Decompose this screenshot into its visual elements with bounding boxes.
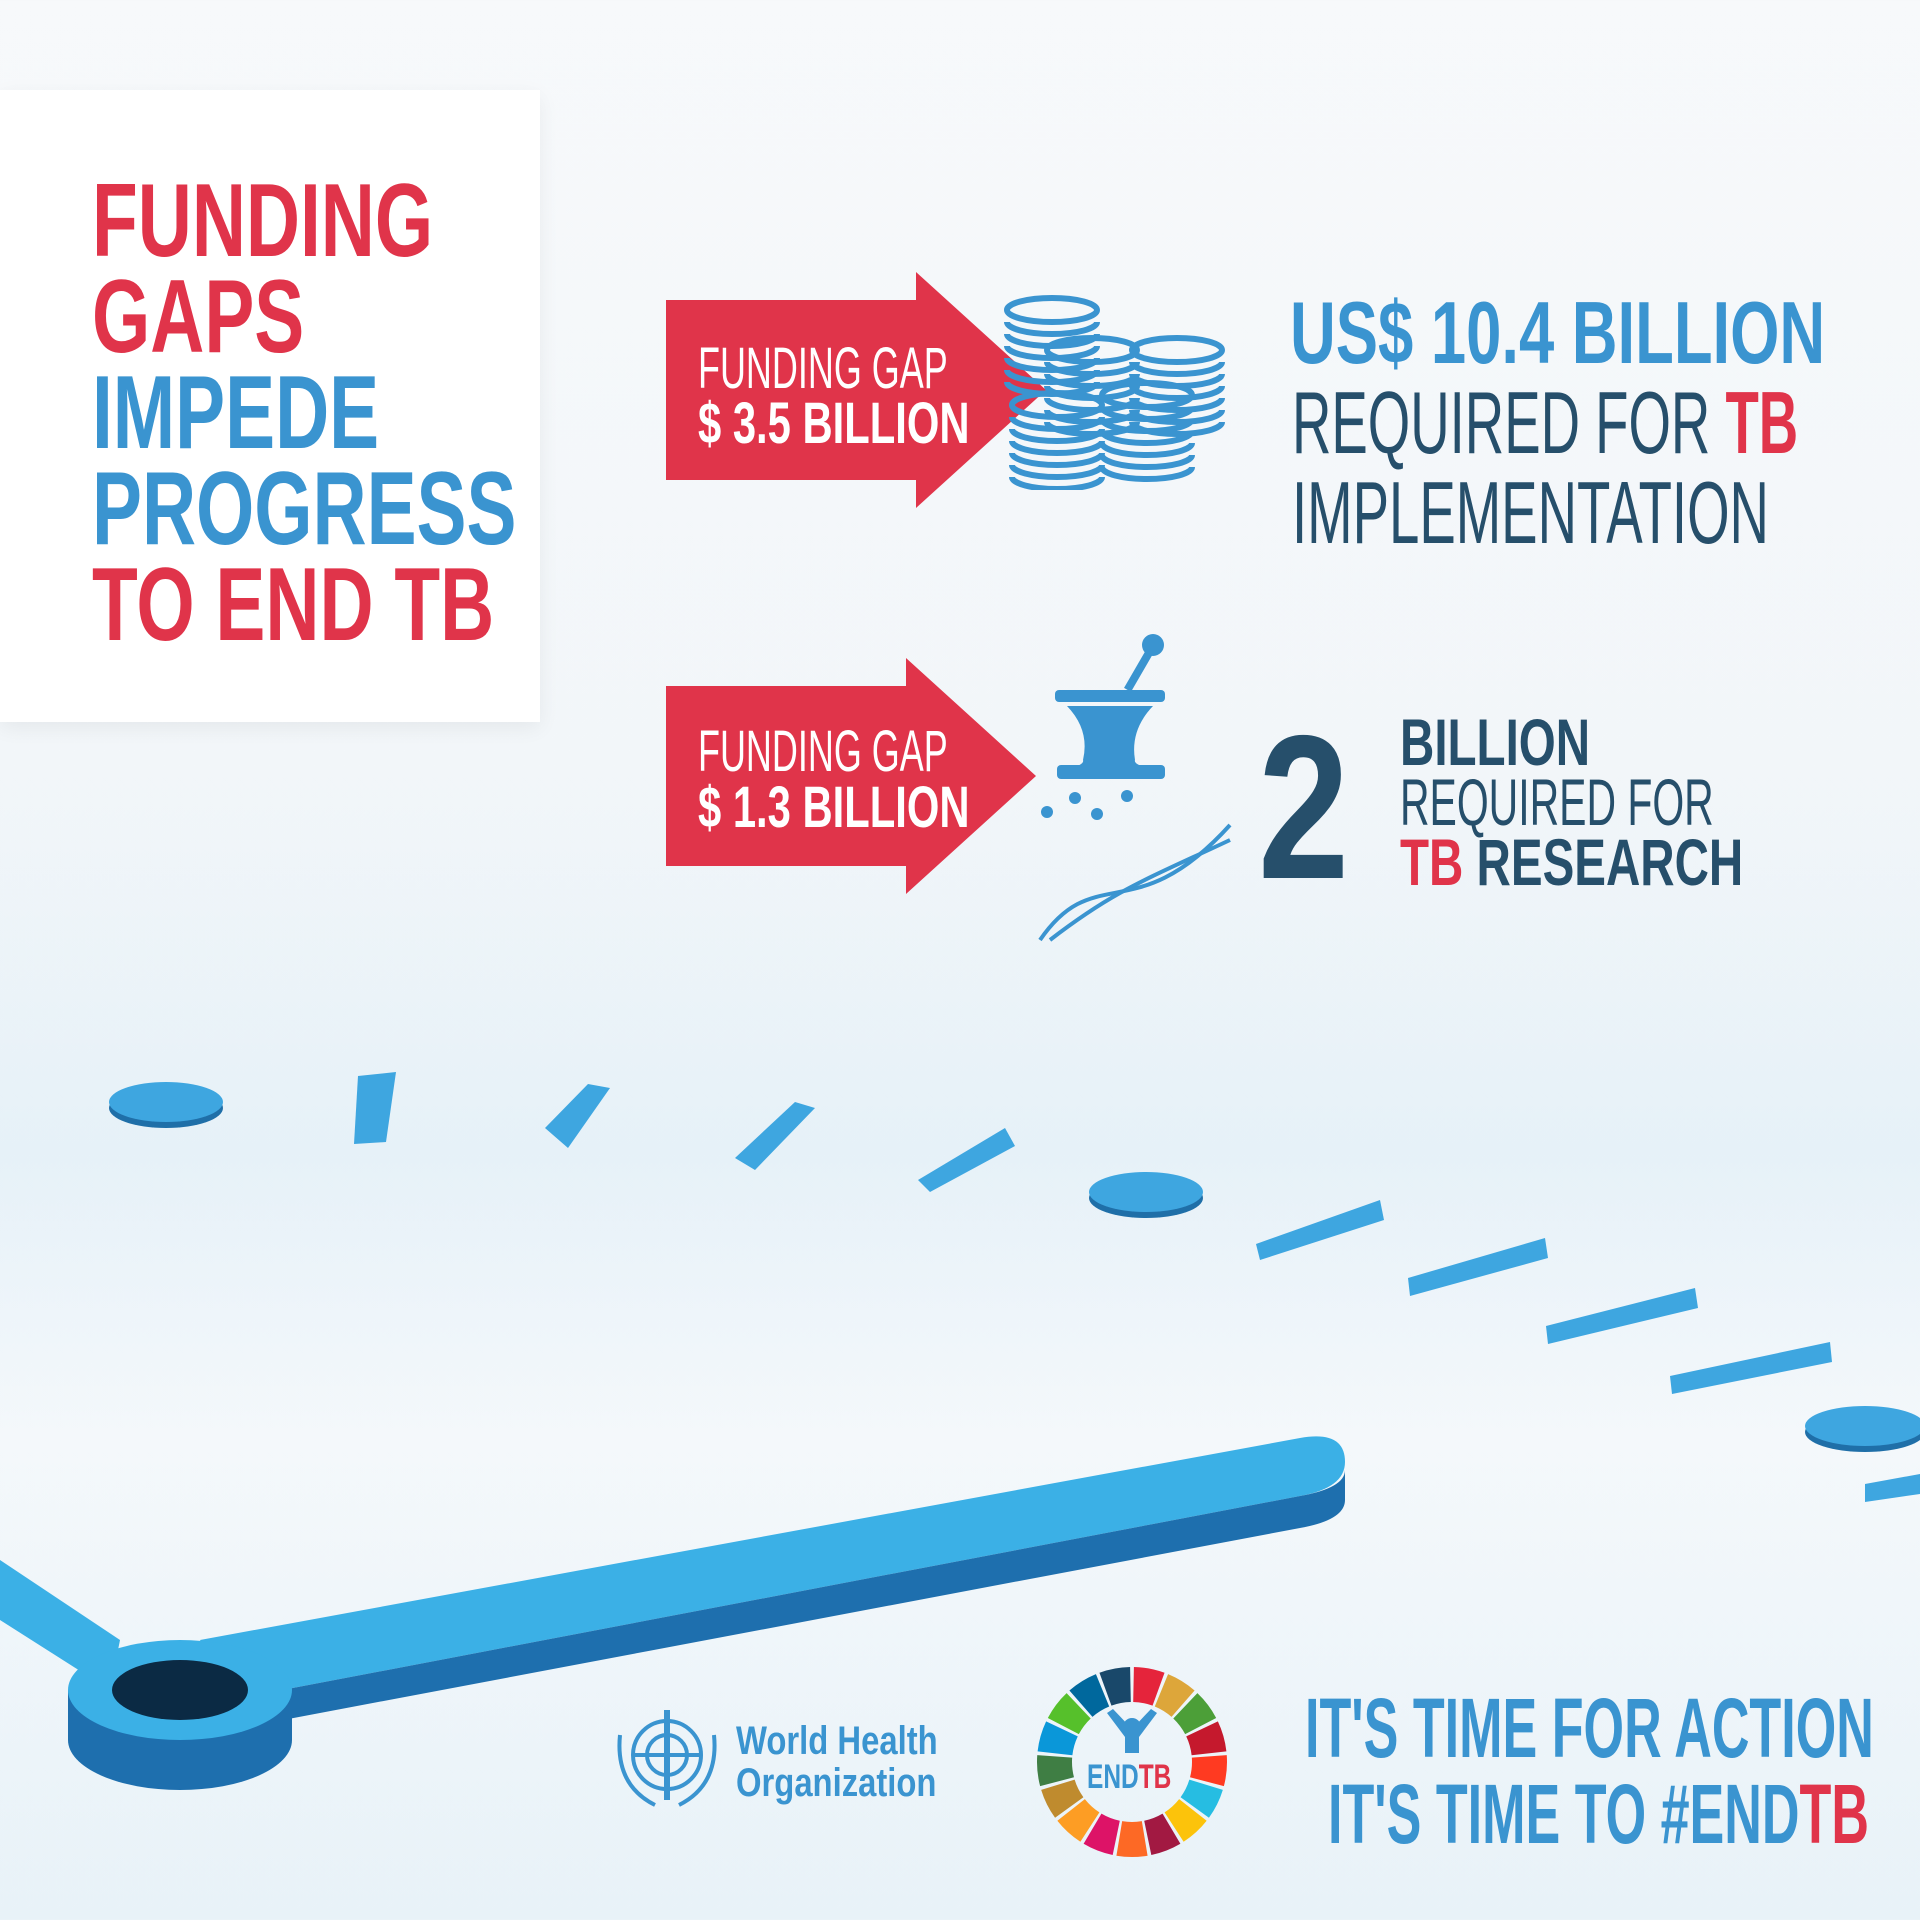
sdg-ring-segment xyxy=(1037,1755,1074,1787)
funding-gap-arrow xyxy=(666,658,1036,894)
sdg-ring-segment xyxy=(1057,1799,1100,1842)
sdg-ring-segment xyxy=(1180,1779,1223,1818)
required-purpose: IMPLEMENTATION xyxy=(1292,463,1769,562)
funding-gap-arrow xyxy=(666,272,1046,508)
who-logo-text: World Health Organization xyxy=(736,1719,938,1805)
sdg-ring-segment xyxy=(1133,1667,1165,1706)
sdg-ring-segment xyxy=(1041,1779,1084,1818)
sdg-ring-segment xyxy=(1164,1799,1207,1842)
sdg-ring-segment xyxy=(1037,1721,1078,1756)
research-unit: BILLION xyxy=(1400,705,1591,779)
gap-amount: $ 3.5 BILLION xyxy=(698,391,970,456)
endtb-logo-text: ENDTB xyxy=(1087,1758,1172,1796)
research-number: 2 xyxy=(1258,693,1350,922)
mortar-pestle-dna-icon xyxy=(1038,634,1232,942)
sdg-ring-segment xyxy=(1190,1755,1227,1787)
research-purpose: TB RESEARCH xyxy=(1400,825,1744,899)
gap-amount: $ 1.3 BILLION xyxy=(698,775,970,840)
sdg-ring-segment xyxy=(1116,1821,1148,1857)
headline-panel: FUNDING GAPS IMPEDE PROGRESS TO END TB xyxy=(0,90,540,722)
headline-line: IMPEDE xyxy=(92,355,380,471)
sdg-ring-segment xyxy=(1154,1674,1195,1717)
headline-line: PROGRESS xyxy=(92,451,517,567)
sdg-ring-segment xyxy=(1173,1693,1217,1735)
who-emblem-icon xyxy=(617,1710,717,1807)
sdg-ring-segment xyxy=(1144,1813,1181,1856)
headline-line: TO END TB xyxy=(92,547,495,663)
footer-line-1: IT'S TIME FOR ACTION xyxy=(1305,1681,1874,1775)
endtb-sdg-ring-logo xyxy=(1037,1667,1227,1857)
gap-label: FUNDING GAP xyxy=(698,336,948,401)
required-amount: US$ 10.4 BILLION xyxy=(1290,283,1826,382)
sdg-ring-segment xyxy=(1069,1674,1110,1717)
person-icon xyxy=(1107,1709,1157,1753)
coin-stacks-icon xyxy=(1004,295,1225,490)
required-text: REQUIRED FOR TB xyxy=(1292,373,1799,472)
headline-line: GAPS xyxy=(92,259,305,375)
sdg-ring-segment xyxy=(1047,1693,1091,1735)
headline-line: FUNDING xyxy=(92,163,434,279)
sdg-ring-segment xyxy=(1083,1813,1120,1856)
sdg-ring-segment xyxy=(1186,1721,1227,1756)
gap-label: FUNDING GAP xyxy=(698,719,948,784)
sdg-ring-segment xyxy=(1099,1667,1131,1706)
research-required-text: REQUIRED FOR xyxy=(1400,765,1714,839)
footer-line-2: IT'S TIME TO #ENDTB xyxy=(1328,1767,1869,1861)
